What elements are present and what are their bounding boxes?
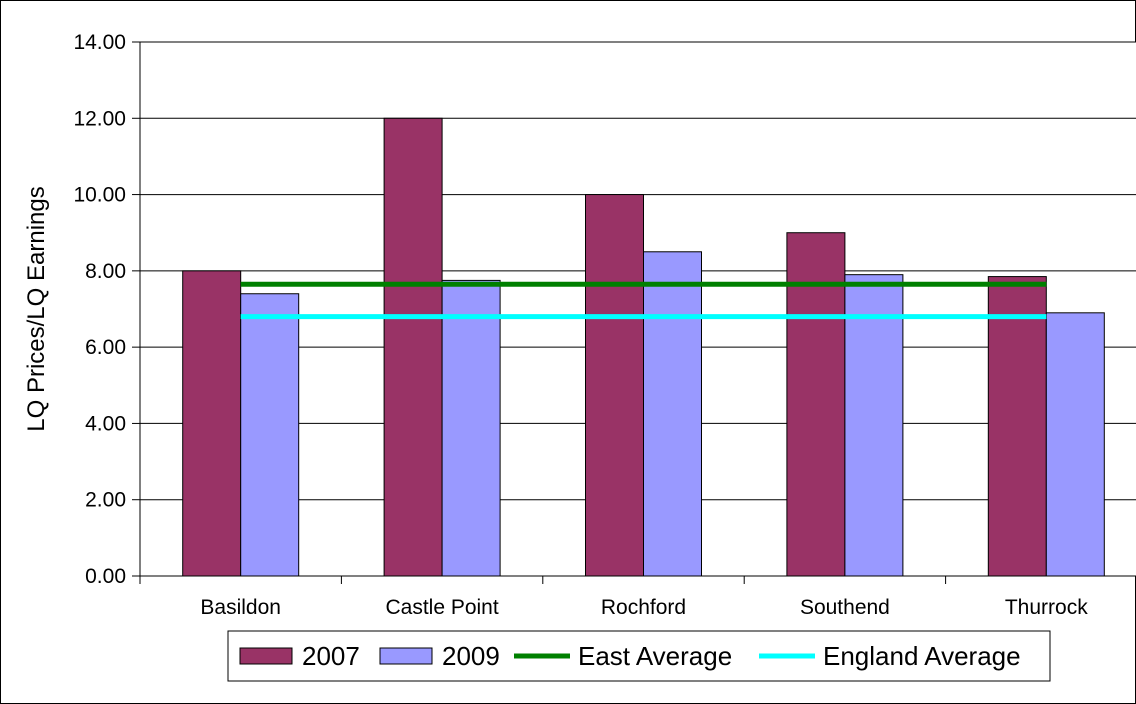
bar-2009 [643,251,702,577]
legend-swatch-2007 [239,647,293,665]
legend-label-england-average: England Average [823,641,1021,671]
x-category-label: Thurrock [1005,596,1088,619]
y-tick-label: 12.00 [73,107,126,130]
x-category-label: Basildon [200,596,281,619]
y-tick-label: 2.00 [85,489,126,512]
y-tick-label: 10.00 [73,184,126,207]
y-tick-label: 0.00 [85,565,126,588]
legend-box [227,630,1051,682]
y-tick-label: 8.00 [85,260,126,283]
legend-label-east-average: East Average [578,641,732,671]
bar-2009 [844,274,904,577]
bar-2007 [182,270,242,577]
bar-2007 [383,117,443,577]
x-category-label: Castle Point [385,596,498,619]
bar-2009 [441,279,501,577]
bar-2009 [1045,312,1105,577]
bar-2009 [240,293,300,577]
bar-2007 [786,232,846,577]
bar-2007 [987,276,1047,577]
bar-2007 [585,194,644,577]
legend-label-2009: 2009 [442,641,500,671]
y-axis-title: LQ Prices/LQ Earnings [23,186,50,431]
legend-label-2007: 2007 [302,641,360,671]
y-tick-label: 14.00 [73,31,126,54]
legend-swatch-2009 [379,647,433,665]
x-category-label: Southend [800,596,890,619]
y-tick-label: 4.00 [85,412,126,435]
y-tick-label: 6.00 [85,336,126,359]
x-category-label: Rochford [601,596,686,619]
